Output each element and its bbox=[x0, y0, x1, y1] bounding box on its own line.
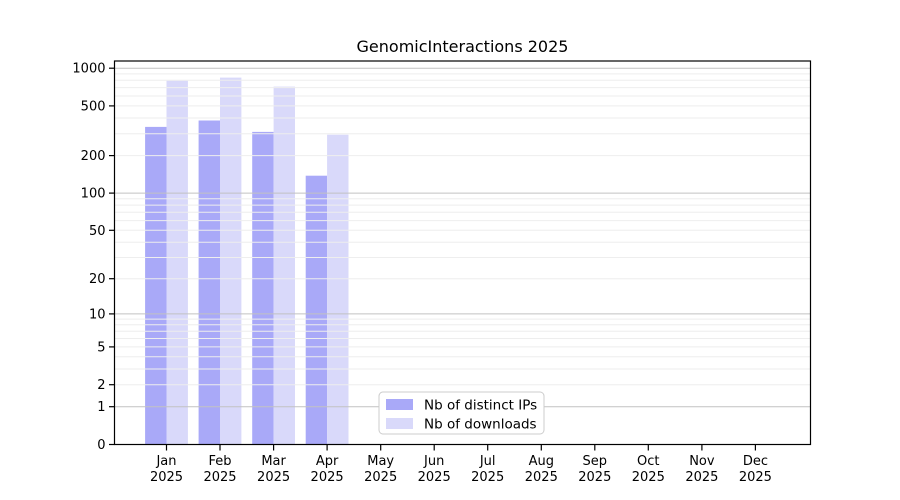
x-tick-label-month-jul: Jul bbox=[479, 454, 496, 469]
x-tick-label-year-apr: 2025 bbox=[311, 470, 344, 485]
y-tick-label-1000: 1000 bbox=[72, 62, 105, 77]
axes-layer: 01251020501002005001000Jan2025Feb2025Mar… bbox=[72, 60, 812, 485]
x-tick-label-month-oct: Oct bbox=[637, 454, 659, 469]
x-tick-label-month-apr: Apr bbox=[316, 454, 339, 469]
y-tick-label-10: 10 bbox=[89, 307, 106, 322]
y-tick-label-5: 5 bbox=[97, 340, 105, 355]
bar-mar-2025-nb-of-distinct-ips bbox=[252, 131, 274, 445]
x-tick-label-month-dec: Dec bbox=[743, 454, 768, 469]
legend-swatch-distinct-ips bbox=[386, 399, 413, 410]
x-tick-label-month-aug: Aug bbox=[529, 454, 554, 469]
bar-apr-2025-nb-of-distinct-ips bbox=[305, 175, 328, 445]
x-tick-label-month-jan: Jan bbox=[155, 454, 176, 469]
bar-jan-2025-nb-of-distinct-ips bbox=[145, 126, 167, 445]
plot-frame bbox=[113, 60, 812, 446]
y-tick-label-2: 2 bbox=[97, 378, 105, 393]
x-tick-label-month-nov: Nov bbox=[689, 454, 715, 469]
x-tick-label-year-oct: 2025 bbox=[632, 470, 665, 485]
bar-feb-2025-nb-of-distinct-ips bbox=[198, 120, 220, 445]
legend: Nb of distinct IPs Nb of downloads bbox=[378, 391, 545, 435]
bar-feb-2025-nb-of-downloads bbox=[220, 77, 242, 445]
y-tick-label-1: 1 bbox=[97, 400, 105, 415]
y-tick-label-50: 50 bbox=[89, 224, 106, 239]
x-tick-label-month-feb: Feb bbox=[208, 454, 231, 469]
x-tick-label-year-feb: 2025 bbox=[203, 470, 236, 485]
y-tick-label-20: 20 bbox=[89, 272, 106, 287]
y-tick-label-0: 0 bbox=[97, 438, 105, 453]
y-tick-label-100: 100 bbox=[81, 187, 106, 202]
bars-layer bbox=[145, 77, 349, 445]
x-tick-label-month-mar: Mar bbox=[261, 454, 286, 469]
legend-label-downloads: Nb of downloads bbox=[424, 417, 537, 433]
x-tick-label-year-dec: 2025 bbox=[739, 470, 772, 485]
x-tick-label-year-sep: 2025 bbox=[578, 470, 611, 485]
x-tick-label-month-jun: Jun bbox=[423, 454, 444, 469]
legend-swatch-downloads bbox=[386, 418, 413, 429]
x-tick-label-month-sep: Sep bbox=[583, 454, 608, 469]
y-tick-label-200: 200 bbox=[81, 149, 106, 164]
bar-mar-2025-nb-of-downloads bbox=[273, 86, 295, 445]
x-tick-label-year-mar: 2025 bbox=[257, 470, 290, 485]
chart-title: GenomicInteractions 2025 bbox=[357, 37, 569, 56]
bar-jan-2025-nb-of-downloads bbox=[166, 80, 188, 445]
x-tick-label-year-nov: 2025 bbox=[685, 470, 718, 485]
legend-box bbox=[378, 391, 545, 435]
x-tick-label-year-jan: 2025 bbox=[150, 470, 183, 485]
x-tick-label-month-may: May bbox=[367, 454, 394, 469]
legend-label-distinct-ips: Nb of distinct IPs bbox=[424, 398, 537, 414]
bar-apr-2025-nb-of-downloads bbox=[327, 134, 349, 445]
y-tick-label-500: 500 bbox=[81, 99, 106, 114]
x-tick-label-year-jun: 2025 bbox=[418, 470, 451, 485]
x-tick-label-year-jul: 2025 bbox=[471, 470, 504, 485]
x-tick-label-year-aug: 2025 bbox=[525, 470, 558, 485]
x-tick-label-year-may: 2025 bbox=[364, 470, 397, 485]
